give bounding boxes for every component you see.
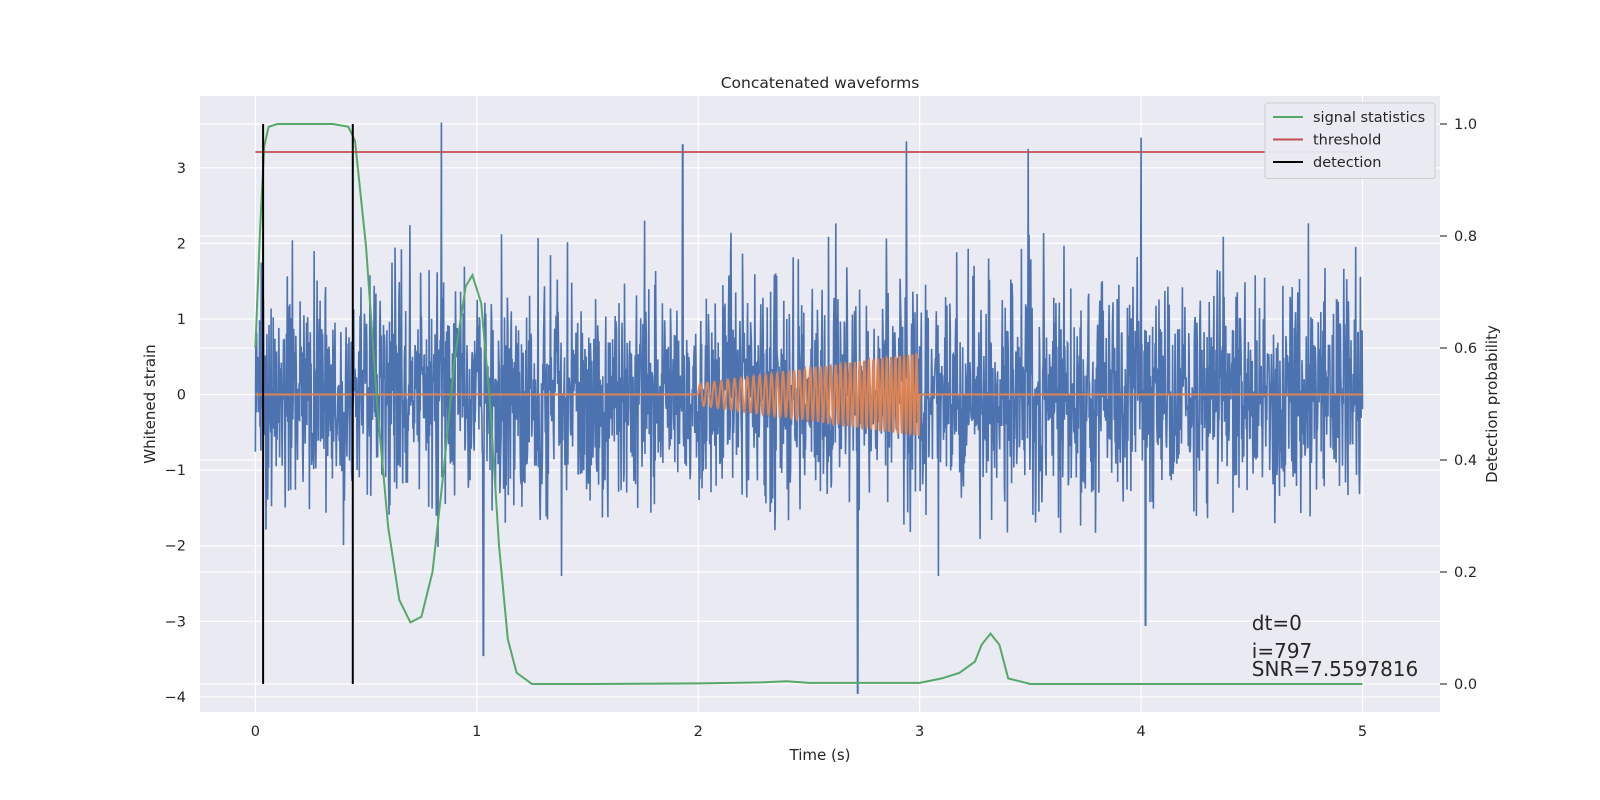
injected-waveform-line: [255, 352, 1363, 437]
y-right-tick-label: 0.2: [1454, 565, 1477, 581]
annotation-text: SNR=7.5597816: [1252, 657, 1418, 681]
y-left-tick-label: −2: [165, 539, 186, 555]
legend-label: signal statistics: [1313, 110, 1425, 126]
x-tick-label: 2: [694, 724, 703, 740]
y-right-tick-label: 1.0: [1454, 117, 1477, 133]
y-right-tick-label: 0.6: [1454, 341, 1477, 357]
annotation-text: dt=0: [1252, 611, 1302, 635]
ticks: 0 1 2 3 4 5 −4 −3 −2 −1 0 1 2 3 0.0 0.2 0.4 0.6 0.8 1.0: [165, 117, 1477, 740]
legend-box: [1264, 102, 1436, 179]
x-tick-label: 0: [251, 724, 260, 740]
signal-statistics-line: [254, 123, 1363, 685]
y-left-tick-label: 0: [177, 388, 186, 404]
y-right-tick-label: 0.8: [1454, 229, 1477, 245]
y-left-tick-label: 3: [177, 161, 186, 177]
y-left-tick-label: −1: [165, 463, 186, 479]
annotation-text: i=797: [1252, 639, 1313, 663]
data-series: [254, 122, 1364, 694]
legend-label: detection: [1313, 155, 1381, 171]
y-left-tick-label: −3: [165, 614, 186, 630]
y-left-tick-label: 1: [177, 312, 186, 328]
x-tick-label: 3: [915, 724, 924, 740]
x-tick-label: 1: [472, 724, 481, 740]
legend-label: threshold: [1313, 133, 1381, 149]
y-left-tick-label: −4: [165, 690, 186, 706]
x-axis-label: Time (s): [789, 746, 851, 764]
y-axis-label-left: Whitened strain: [141, 344, 159, 463]
chart-title: Concatenated waveforms: [721, 74, 920, 92]
legend: signal statistics threshold detection: [1264, 102, 1436, 179]
y-left-tick-label: 2: [177, 236, 186, 252]
x-tick-label: 5: [1358, 724, 1367, 740]
y-axis-label-right: Detection probability: [1483, 325, 1501, 483]
y-right-tick-label: 0.0: [1454, 677, 1477, 693]
x-tick-label: 4: [1136, 724, 1145, 740]
y-right-tick-label: 0.4: [1454, 453, 1477, 469]
